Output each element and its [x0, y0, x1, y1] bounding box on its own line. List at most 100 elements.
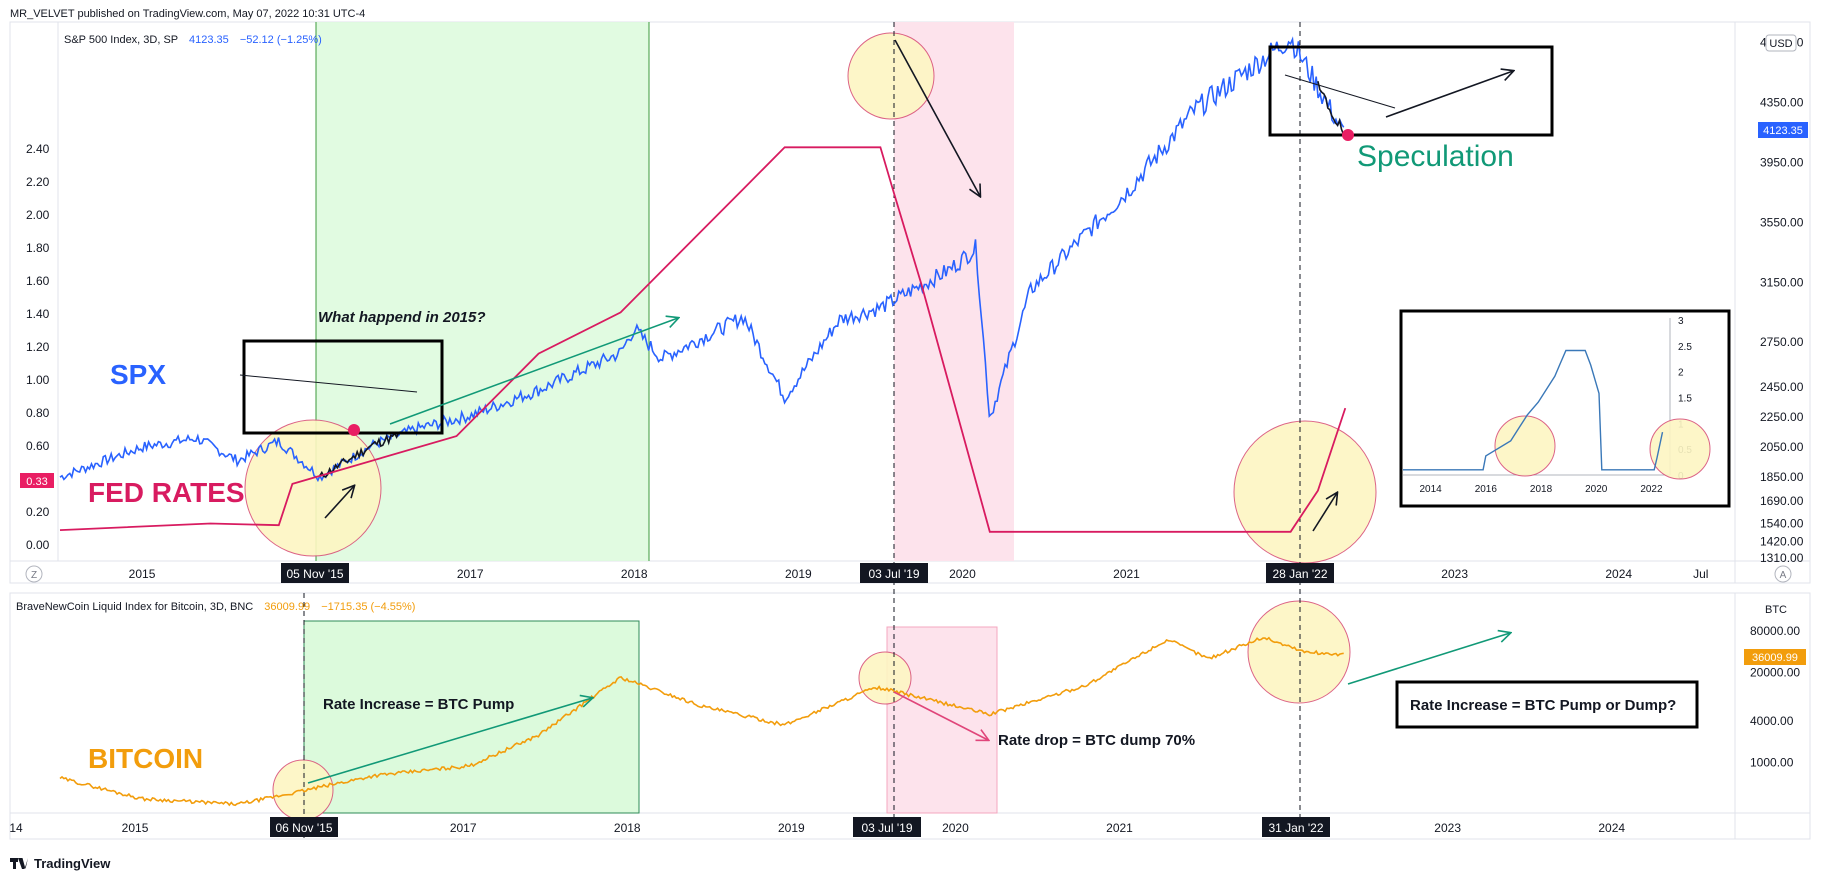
- box-2022: [1268, 45, 1554, 137]
- arrow-fed-2019: [894, 39, 980, 196]
- date-marker-bg: [860, 563, 928, 583]
- currency-badge-usd-text: USD: [1769, 38, 1792, 50]
- btc-legend-value: 36009.99: [264, 601, 311, 613]
- inset-chart: 32.521.510.5020142016201820202022: [1399, 309, 1731, 508]
- inset-y-tick-label: 3: [1678, 316, 1684, 327]
- trendline-2015: [239, 374, 418, 393]
- btc-last-price-tag: [1744, 649, 1806, 665]
- left-axis-tick-label: 0.60: [26, 439, 50, 453]
- date-marker-bg: [281, 563, 349, 583]
- footer-brand[interactable]: TradingView: [10, 856, 110, 871]
- time-axis-tick-label: 2018: [621, 567, 648, 581]
- rate-increase-label: Rate Increase = BTC Pump: [323, 696, 514, 713]
- date-marker-bg: [1262, 817, 1330, 837]
- right-axis-tick-label: 3550.00: [1760, 215, 1804, 229]
- date-marker-bg: [1266, 563, 1334, 583]
- rate-drop-label: Rate drop = BTC dump 70%: [998, 732, 1195, 749]
- bottom-panel-frame: [9, 592, 1811, 840]
- inset-circle-2016: [1494, 415, 1556, 477]
- left-axis-tick-label: 1.60: [26, 274, 50, 288]
- time-axis-tick-label: 2018: [614, 821, 641, 835]
- time-axis-tick-label: 2017: [450, 821, 477, 835]
- box-2015: [242, 339, 444, 435]
- green-zone-bottom: [303, 620, 640, 814]
- arrow-btc-2019: [893, 691, 988, 740]
- time-axis-tick-label: 2021: [1106, 821, 1133, 835]
- spx-legend-name: S&P 500 Index, 3D, SP: [64, 34, 178, 46]
- highlight-circle-btc-2022: [1247, 600, 1351, 704]
- box-question: [1395, 680, 1699, 729]
- right-axis-tick-label: 2050.00: [1760, 440, 1804, 454]
- left-axis-tick-label: 2.40: [26, 142, 50, 156]
- time-axis-tick-label: 2019: [778, 821, 805, 835]
- zoom-reset-button[interactable]: [25, 565, 43, 583]
- low-marker-2022: [1342, 129, 1354, 141]
- btc-legend-change: −1715.35 (−4.55%): [321, 601, 416, 613]
- left-axis-tick-label: 1.80: [26, 241, 50, 255]
- currency-badge-usd[interactable]: [1765, 34, 1797, 52]
- date-marker-label: 06 Nov '15: [276, 821, 333, 835]
- inset-series-line: [1403, 349, 1664, 471]
- right-axis-tick-label: 3150.00: [1760, 275, 1804, 289]
- right-axis-tick-label: 1310.00: [1760, 551, 1804, 565]
- btc-legend-name: BraveNewCoin Liquid Index for Bitcoin, 3…: [16, 601, 254, 613]
- date-marker-label: 05 Nov '15: [287, 567, 344, 581]
- date-marker-label: 28 Jan '22: [1272, 567, 1327, 581]
- date-marker-bottom: 31 Jan '22: [1262, 817, 1330, 837]
- spx-last-price-tag: [1758, 122, 1808, 138]
- inset-x-tick-label: 2014: [1419, 484, 1442, 495]
- date-marker-bg: [853, 817, 921, 837]
- inset-x-tick-label: 2018: [1530, 484, 1553, 495]
- right-axis-tick-label: 2450.00: [1760, 380, 1804, 394]
- chart-canvas: 2.40 2.20 2.00 1.80 1.60 1.40 1.20 1.00 0.80 0.60…: [9, 21, 1811, 840]
- time-axis-tick-label: 2015: [122, 821, 149, 835]
- left-axis-ticks: 2.40 2.20 2.00 1.80 1.60 1.40 1.20 1.00 0.80 0.60…: [26, 142, 50, 552]
- highlight-circle-2015: [244, 419, 382, 557]
- highlight-circle-2022: [1233, 420, 1377, 564]
- right-axis-tick-label: 2250.00: [1760, 410, 1804, 424]
- time-axis-tick-label: 2021: [1113, 567, 1140, 581]
- left-axis-tick-label: 2.00: [26, 208, 50, 222]
- right-axis-ticks-bottom: 80000.00 20000.00 4000.00 1000.00: [1750, 624, 1800, 770]
- btc-axis-tick-label: 20000.00: [1750, 666, 1800, 680]
- inset-x-tick-label: 2020: [1585, 484, 1608, 495]
- spx-series-line: [59, 36, 1345, 483]
- spx-legend-change: −52.12 (−1.25%): [239, 34, 322, 46]
- arrow-btc-2015: [307, 698, 592, 784]
- arrow-spx-2022: [1385, 71, 1513, 118]
- question-label: Rate Increase = BTC Pump or Dump?: [1410, 697, 1676, 714]
- auto-scale-button[interactable]: [1774, 565, 1792, 583]
- inset-y-tick-label: 2.5: [1678, 342, 1692, 353]
- right-axis-tick-label: 4350.00: [1760, 95, 1804, 109]
- time-axis-ticks-top: 2015 2017 2018 2019 2020 2021 2023 2024 Jul: [129, 567, 1709, 581]
- publish-header: MR_VELVET published on TradingView.com, …: [10, 8, 366, 20]
- time-axis-tick-label: 2019: [785, 567, 812, 581]
- date-markers: 05 Nov '15 03 Jul '19 28 Jan '22 06 Nov '15…: [270, 563, 1334, 837]
- spx-label: SPX: [110, 359, 166, 390]
- right-axis-ticks-top: 4750.004350.003950.003550.003150.002750.…: [1760, 35, 1804, 565]
- inset-y-tick-label: 1.5: [1678, 394, 1692, 405]
- date-marker-label: 03 Jul '19: [869, 567, 920, 581]
- time-axis-tick-label: 2024: [1598, 821, 1625, 835]
- btc-axis-tick-label: 80000.00: [1750, 624, 1800, 638]
- left-axis-tick-label: 1.20: [26, 340, 50, 354]
- fed-value-tag-text: 0.33: [26, 476, 47, 488]
- time-axis-tick-label: 2015: [129, 567, 156, 581]
- fed-value-tag: [20, 473, 54, 488]
- auto-scale-button-text: A: [1780, 570, 1787, 581]
- left-axis-tick-label: 2.20: [26, 175, 50, 189]
- time-axis-tick-label: 2023: [1434, 821, 1461, 835]
- btc-axis-tick-label: 1000.00: [1750, 756, 1794, 770]
- date-marker-top: 05 Nov '15: [281, 563, 349, 583]
- btc-last-price-tag-text: 36009.99: [1752, 652, 1798, 664]
- highlight-circle-2019: [847, 32, 935, 120]
- inset-y-tick-label: 2: [1678, 368, 1684, 379]
- time-axis-tick-label: 2017: [457, 567, 484, 581]
- arrow-fed-2015: [324, 486, 354, 519]
- time-axis-tick-label: 2023: [1441, 567, 1468, 581]
- bitcoin-label: BITCOIN: [88, 743, 203, 774]
- trendline-2022: [1284, 74, 1396, 109]
- date-marker-bottom: 06 Nov '15: [270, 817, 338, 837]
- time-axis-tick-label: Jul: [1693, 567, 1708, 581]
